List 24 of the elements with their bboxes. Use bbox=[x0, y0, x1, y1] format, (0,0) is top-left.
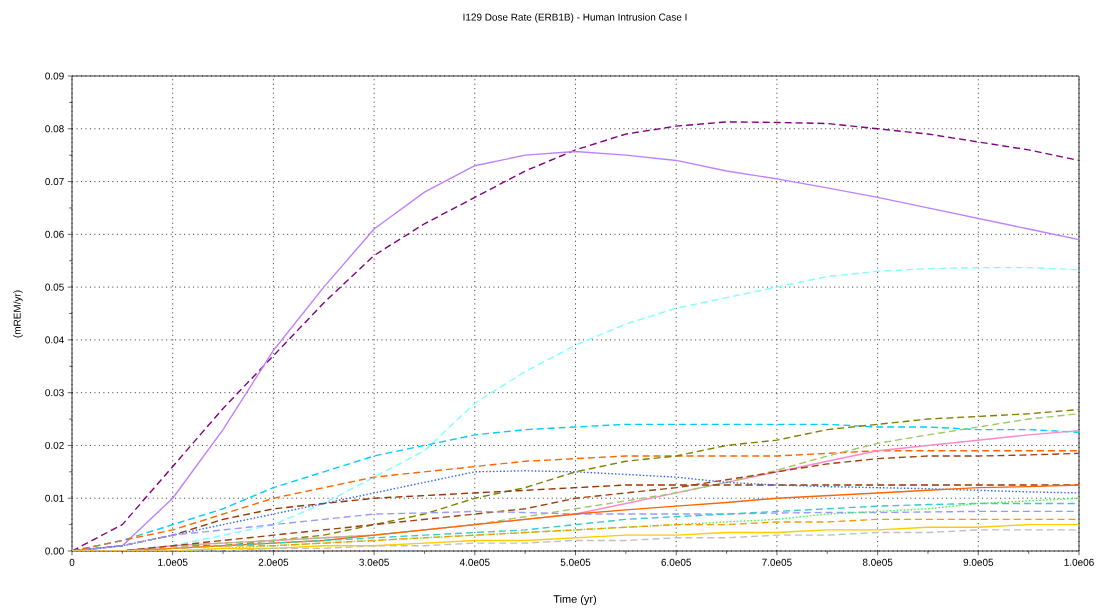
x-tick-label: 6.0e05 bbox=[661, 558, 692, 566]
x-tick-label: 1.0e05 bbox=[158, 558, 188, 566]
y-tick-label: 0.03 bbox=[45, 389, 64, 397]
y-tick-label: 0.04 bbox=[45, 336, 64, 344]
y-tick-label: 0.08 bbox=[45, 125, 64, 133]
x-tick-label: 9.0e05 bbox=[963, 558, 994, 566]
y-tick-label: 0.09 bbox=[45, 72, 64, 80]
y-tick-label: 0.00 bbox=[45, 547, 64, 555]
y-tick-label: 0.07 bbox=[45, 178, 64, 186]
y-axis-title: (mREM/yr) bbox=[13, 290, 23, 338]
x-tick-label: 1.0e06 bbox=[1064, 558, 1094, 566]
x-tick-label: 2.0e05 bbox=[258, 558, 289, 566]
y-tick-label: 0.02 bbox=[45, 441, 64, 449]
chart-title: I129 Dose Rate (ERB1B) - Human Intrusion Case I bbox=[463, 13, 687, 23]
x-tick-label: 0 bbox=[69, 558, 75, 566]
x-tick-label: 3.0e05 bbox=[359, 558, 389, 566]
y-tick-label: 0.05 bbox=[45, 283, 64, 291]
x-tick-label: 4.0e05 bbox=[459, 558, 490, 566]
y-tick-label: 0.06 bbox=[45, 230, 64, 238]
x-tick-label: 5.0e05 bbox=[560, 558, 591, 566]
y-tick-label: 0.01 bbox=[45, 494, 64, 502]
x-axis-title: Time (yr) bbox=[553, 594, 597, 606]
x-tick-label: 8.0e05 bbox=[862, 558, 893, 566]
x-tick-label: 7.0e05 bbox=[762, 558, 792, 566]
